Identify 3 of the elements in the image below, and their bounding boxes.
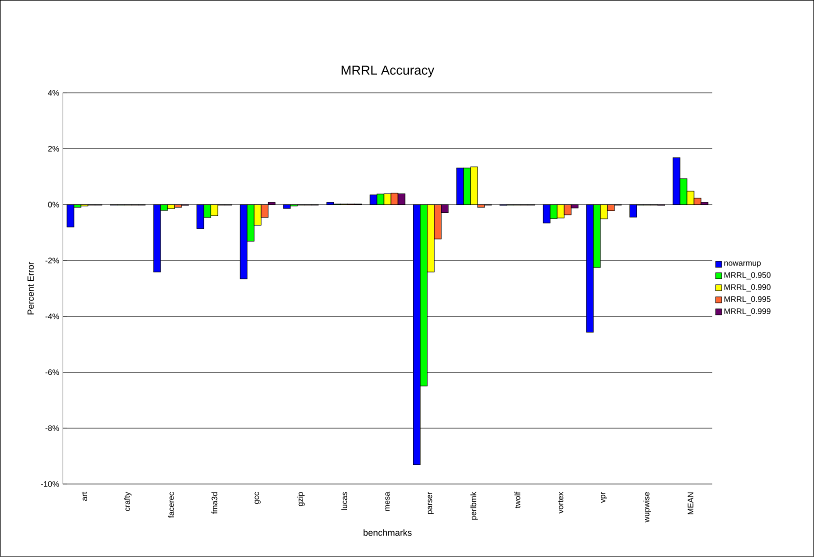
chart-title: MRRL Accuracy bbox=[342, 66, 434, 78]
x-axis-title: benchmarks bbox=[364, 529, 412, 536]
y-axis-title: Percent Error bbox=[28, 262, 34, 314]
